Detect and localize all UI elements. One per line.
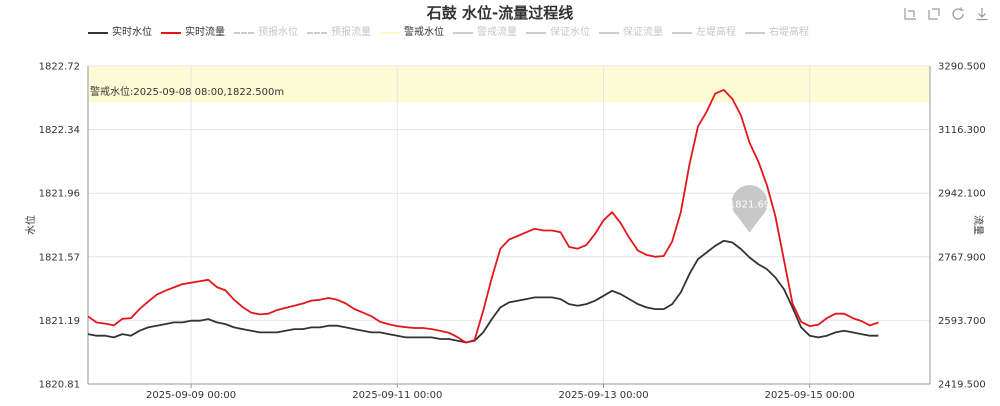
y-right-tick-label: 3116.300 [938,125,986,136]
series-line-flow [87,89,879,344]
y-right-tick-label: 2593.700 [938,316,986,327]
legend-item[interactable]: 预报流量 [307,27,371,39]
warning-band [88,66,930,103]
legend-item[interactable]: 警戒流量 [453,27,517,39]
y-right-tick-label: 2419.500 [938,380,986,391]
legend-label: 左堤高程 [696,27,736,38]
legend-item[interactable]: 保证水位 [526,27,590,39]
legend-swatch [453,32,473,34]
legend-label: 预报流量 [331,27,371,38]
y-left-tick-label: 1821.57 [39,252,80,263]
legend-swatch [526,32,546,34]
y-right-tick-label: 2942.100 [938,189,986,200]
warning-annotation: 警戒水位:2025-09-08 08:00,1822.500m [90,85,284,98]
legend-label: 保证流量 [623,27,663,38]
restore-icon[interactable] [950,6,966,22]
peak-value-label: 1821.69 [729,199,770,210]
zoom-reset-icon[interactable] [926,6,942,22]
y-left-tick-label: 1821.96 [39,189,80,200]
legend-swatch [234,32,254,34]
legend-item[interactable]: 右堤高程 [745,27,809,39]
legend-swatch [380,32,400,34]
chart-title: 石鼓 水位-流量过程线 [426,4,574,22]
y-left-tick-label: 1822.72 [39,62,80,73]
series-line-water-level [87,239,879,344]
toolbox [902,6,990,22]
peak-pin-marker [731,185,768,233]
legend-label: 警戒水位 [404,27,444,38]
legend-label: 保证水位 [550,27,590,38]
x-tick-label: 2025-09-09 00:00 [146,390,236,401]
legend-item[interactable]: 警戒水位 [380,27,444,39]
legend-label: 警戒流量 [477,27,517,38]
legend-label: 实时水位 [112,27,152,38]
legend-label: 右堤高程 [769,27,809,38]
legend-label: 预报水位 [258,27,298,38]
legend-swatch [161,32,181,34]
legend-item[interactable]: 保证流量 [599,27,663,39]
legend-item[interactable]: 预报水位 [234,27,298,39]
download-icon[interactable] [974,6,990,22]
legend: 实时水位 实时流量 预报水位 预报流量 警戒水位 警戒流量 保证水位 保证流量 左堤高程 右堤高程 [88,27,818,39]
legend-swatch [307,32,327,34]
legend-swatch [599,32,619,34]
y-left-tick-label: 1822.34 [39,125,80,136]
zoom-icon[interactable] [902,6,918,22]
legend-swatch [672,32,692,34]
y-right-tick-label: 2767.900 [938,252,986,263]
y-left-tick-label: 1821.19 [39,316,80,327]
legend-swatch [88,32,108,34]
y-right-axis-label: 流量 [972,215,985,235]
legend-item[interactable]: 左堤高程 [672,27,736,39]
legend-label: 实时流量 [185,27,225,38]
x-tick-label: 2025-09-11 00:00 [352,390,442,401]
legend-swatch [745,32,765,34]
y-left-axis-label: 水位 [24,215,37,235]
y-right-tick-label: 3290.500 [938,62,986,73]
x-tick-label: 2025-09-13 00:00 [558,390,648,401]
legend-item[interactable]: 实时水位 [88,27,152,39]
y-left-tick-label: 1820.81 [39,380,80,391]
legend-item[interactable]: 实时流量 [161,27,225,39]
x-tick-label: 2025-09-15 00:00 [765,390,855,401]
